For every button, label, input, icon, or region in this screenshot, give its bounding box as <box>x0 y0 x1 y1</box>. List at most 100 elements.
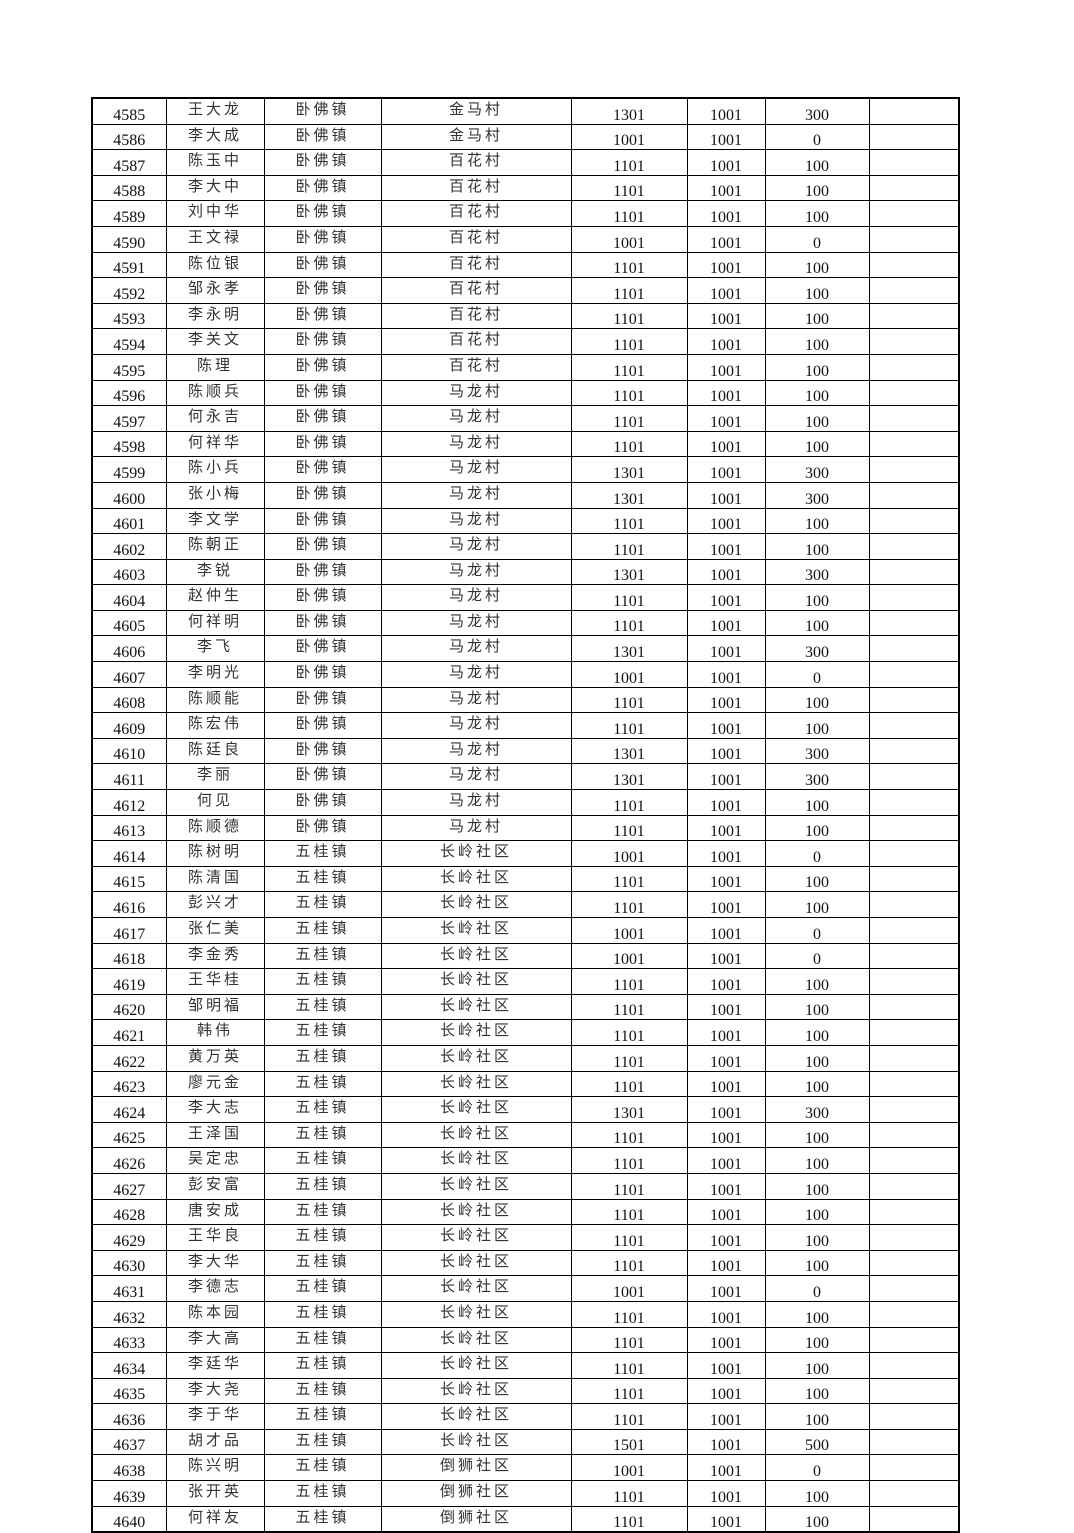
cell-remark <box>868 481 960 509</box>
cell-amount: 100 <box>764 814 870 842</box>
data-table: 4585 王大龙 卧佛镇 金马村 1301 1001 300 4586 李大成 卧佛镇 金马村 100… <box>91 97 960 1533</box>
cell-code-b: 1001 <box>686 558 766 586</box>
cell-code-a: 1101 <box>570 507 688 535</box>
cell-town: 卧佛镇 <box>263 97 382 125</box>
cell-remark <box>868 814 960 842</box>
cell-code-a: 1101 <box>570 968 688 995</box>
cell-town: 卧佛镇 <box>263 609 382 637</box>
cell-name: 唐安成 <box>165 1198 265 1226</box>
cell-village: 长岭社区 <box>380 942 572 970</box>
cell-remark <box>868 1352 960 1379</box>
cell-remark <box>868 1172 960 1200</box>
cell-code-a: 1001 <box>570 123 688 151</box>
table-row: 4633 李大高 五桂镇 长岭社区 1101 1001 100 <box>91 1326 960 1354</box>
cell-village: 百花村 <box>380 174 572 202</box>
cell-name: 陈顺兵 <box>165 379 265 407</box>
cell-town: 五桂镇 <box>263 1326 382 1354</box>
cell-row-number: 4599 <box>91 456 167 483</box>
cell-town: 卧佛镇 <box>263 123 382 151</box>
cell-remark <box>868 225 960 253</box>
cell-row-number: 4586 <box>91 123 167 151</box>
cell-town: 五桂镇 <box>263 1224 382 1251</box>
cell-remark <box>868 993 960 1021</box>
cell-row-number: 4604 <box>91 584 167 611</box>
cell-amount: 100 <box>764 1121 870 1149</box>
cell-code-b: 1001 <box>686 763 766 791</box>
table-row: 4615 陈清国 五桂镇 长岭社区 1101 1001 100 <box>91 865 960 893</box>
table-row: 4621 韩伟 五桂镇 长岭社区 1101 1001 100 <box>91 1019 960 1046</box>
table-row: 4625 王泽国 五桂镇 长岭社区 1101 1001 100 <box>91 1121 960 1149</box>
cell-amount: 100 <box>764 609 870 637</box>
table-row: 4596 陈顺兵 卧佛镇 马龙村 1101 1001 100 <box>91 379 960 407</box>
cell-row-number: 4602 <box>91 533 167 560</box>
cell-amount: 100 <box>764 1198 870 1226</box>
cell-amount: 100 <box>764 328 870 355</box>
cell-name: 陈理 <box>165 353 265 381</box>
cell-row-number: 4639 <box>91 1480 167 1507</box>
cell-code-a: 1101 <box>570 891 688 918</box>
cell-village: 长岭社区 <box>380 917 572 944</box>
cell-row-number: 4623 <box>91 1070 167 1098</box>
cell-name: 陈宏伟 <box>165 712 265 739</box>
cell-row-number: 4608 <box>91 686 167 714</box>
cell-code-a: 1101 <box>570 789 688 816</box>
cell-row-number: 4617 <box>91 917 167 944</box>
cell-amount: 100 <box>764 584 870 611</box>
cell-name: 邹永孝 <box>165 277 265 304</box>
cell-town: 五桂镇 <box>263 993 382 1021</box>
table-row: 4619 王华桂 五桂镇 长岭社区 1101 1001 100 <box>91 968 960 995</box>
cell-amount: 300 <box>764 481 870 509</box>
cell-town: 五桂镇 <box>263 1070 382 1098</box>
cell-amount: 0 <box>764 661 870 688</box>
cell-name: 廖元金 <box>165 1070 265 1098</box>
cell-remark <box>868 456 960 483</box>
cell-name: 何见 <box>165 789 265 816</box>
cell-name: 张小梅 <box>165 481 265 509</box>
cell-name: 邹明福 <box>165 993 265 1021</box>
cell-village: 长岭社区 <box>380 1096 572 1123</box>
cell-remark <box>868 891 960 918</box>
cell-remark <box>868 1019 960 1046</box>
cell-name: 张仁美 <box>165 917 265 944</box>
table-row: 4592 邹永孝 卧佛镇 百花村 1101 1001 100 <box>91 277 960 304</box>
cell-amount: 300 <box>764 558 870 586</box>
cell-remark <box>868 533 960 560</box>
table-row: 4638 陈兴明 五桂镇 倒狮社区 1001 1001 0 <box>91 1454 960 1482</box>
cell-row-number: 4621 <box>91 1019 167 1046</box>
cell-code-b: 1001 <box>686 1454 766 1482</box>
cell-code-b: 1001 <box>686 149 766 176</box>
cell-code-b: 1001 <box>686 609 766 637</box>
cell-remark <box>868 686 960 714</box>
cell-amount: 100 <box>764 1480 870 1507</box>
cell-row-number: 4635 <box>91 1377 167 1405</box>
cell-code-b: 1001 <box>686 865 766 893</box>
cell-name: 李廷华 <box>165 1352 265 1379</box>
cell-row-number: 4598 <box>91 430 167 458</box>
cell-amount: 100 <box>764 251 870 279</box>
cell-name: 彭安富 <box>165 1172 265 1200</box>
cell-code-b: 1001 <box>686 174 766 202</box>
table-row: 4597 何永吉 卧佛镇 马龙村 1101 1001 100 <box>91 405 960 432</box>
cell-amount: 100 <box>764 712 870 739</box>
cell-row-number: 4591 <box>91 251 167 279</box>
cell-code-b: 1001 <box>686 277 766 304</box>
cell-code-b: 1001 <box>686 1121 766 1149</box>
cell-remark <box>868 789 960 816</box>
cell-row-number: 4587 <box>91 149 167 176</box>
cell-row-number: 4613 <box>91 814 167 842</box>
cell-amount: 100 <box>764 1044 870 1072</box>
cell-code-b: 1001 <box>686 251 766 279</box>
cell-village: 马龙村 <box>380 763 572 791</box>
cell-amount: 0 <box>764 942 870 970</box>
cell-name: 李大高 <box>165 1326 265 1354</box>
cell-remark <box>868 149 960 176</box>
cell-row-number: 4614 <box>91 840 167 867</box>
cell-remark <box>868 353 960 381</box>
cell-row-number: 4631 <box>91 1275 167 1302</box>
cell-code-b: 1001 <box>686 789 766 816</box>
cell-code-a: 1301 <box>570 763 688 791</box>
cell-name: 李关文 <box>165 328 265 355</box>
cell-village: 马龙村 <box>380 481 572 509</box>
cell-amount: 100 <box>764 302 870 330</box>
cell-code-a: 1101 <box>570 1070 688 1098</box>
